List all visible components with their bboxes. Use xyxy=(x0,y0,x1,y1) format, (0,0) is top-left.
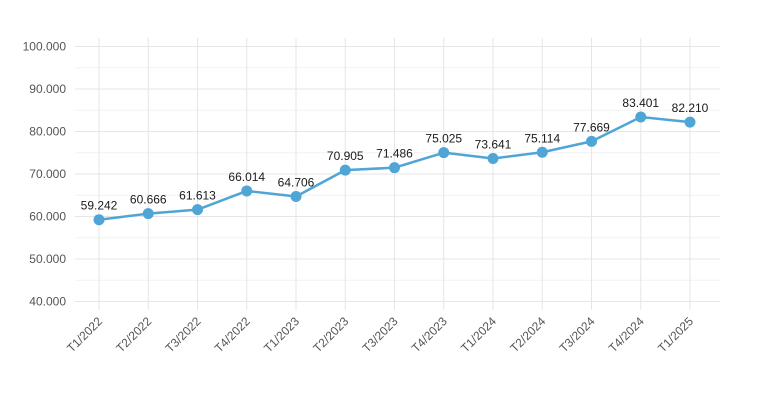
x-tick-label: T3/2022 xyxy=(163,314,204,355)
y-tick-label: 80.000 xyxy=(29,125,66,139)
data-point xyxy=(536,146,548,158)
y-tick-label: 90.000 xyxy=(29,82,66,96)
y-axis-ticks: 40.000 50.000 60.000 70.000 80.000 90.000 100.… xyxy=(23,40,67,309)
x-tick-label: T1/2024 xyxy=(458,314,499,355)
x-tick-label: T2/2023 xyxy=(310,314,351,355)
data-point xyxy=(142,208,154,220)
y-tick-label: 50.000 xyxy=(29,252,66,266)
data-point xyxy=(241,185,253,197)
data-label: 64.706 xyxy=(278,175,315,189)
x-tick-label: T2/2024 xyxy=(507,314,548,355)
data-label: 61.613 xyxy=(179,189,216,203)
x-tick-label: T1/2023 xyxy=(261,314,302,355)
data-label: 59.242 xyxy=(81,199,118,213)
data-point xyxy=(339,164,351,176)
x-axis-ticks: T1/2022 T2/2022 T3/2022 T4/2022 T1/2023 T2/20… xyxy=(64,314,696,355)
data-point xyxy=(290,190,302,202)
data-label: 60.666 xyxy=(130,193,167,207)
data-label: 77.669 xyxy=(573,120,610,134)
data-label: 73.641 xyxy=(475,138,512,152)
data-label: 82.210 xyxy=(672,101,709,115)
x-tick-label: T4/2024 xyxy=(606,314,647,355)
y-tick-label: 40.000 xyxy=(29,295,66,309)
data-point xyxy=(192,204,203,216)
data-label: 70.905 xyxy=(327,149,364,163)
data-label: 75.025 xyxy=(425,132,462,146)
data-label: 83.401 xyxy=(622,96,659,110)
data-label: 66.014 xyxy=(228,170,265,184)
data-point xyxy=(635,111,647,123)
series xyxy=(93,111,696,226)
grid xyxy=(75,38,720,310)
data-point xyxy=(93,214,105,226)
x-tick-label: T1/2022 xyxy=(64,314,105,355)
y-tick-label: 100.000 xyxy=(23,40,67,54)
data-labels: 59.242 60.666 61.613 66.014 64.706 70.905 71.4… xyxy=(81,96,709,213)
data-label: 75.114 xyxy=(524,131,560,145)
x-tick-label: T3/2023 xyxy=(360,314,401,355)
x-tick-label: T4/2022 xyxy=(212,314,253,355)
data-point xyxy=(389,162,400,174)
x-tick-label: T2/2022 xyxy=(113,314,154,355)
data-label: 71.486 xyxy=(376,147,413,161)
y-tick-label: 70.000 xyxy=(29,167,66,181)
y-tick-label: 60.000 xyxy=(29,210,66,224)
data-point xyxy=(586,135,597,147)
x-tick-label: T3/2024 xyxy=(557,314,598,355)
x-tick-label: T4/2023 xyxy=(409,314,450,355)
data-point xyxy=(438,147,450,159)
data-point xyxy=(487,153,499,165)
data-point xyxy=(684,116,696,128)
x-tick-label: T1/2025 xyxy=(655,314,696,355)
